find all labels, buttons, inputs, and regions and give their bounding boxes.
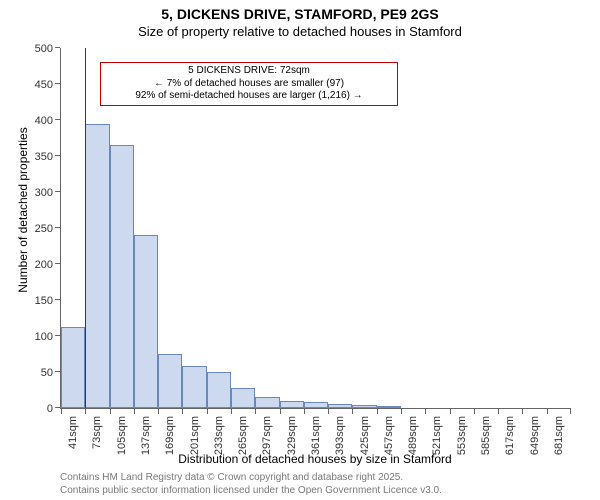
x-tick-label: 457sqm bbox=[383, 416, 395, 456]
x-tick-mark bbox=[255, 409, 256, 414]
x-tick-label: 73sqm bbox=[91, 416, 103, 456]
footer-copyright-1: Contains HM Land Registry data © Crown c… bbox=[60, 472, 403, 483]
x-tick-mark bbox=[304, 409, 305, 414]
x-tick-label: 489sqm bbox=[407, 416, 419, 456]
x-tick-mark bbox=[110, 409, 111, 414]
callout-line2: ← 7% of detached houses are smaller (97) bbox=[105, 78, 393, 91]
y-tick-mark bbox=[55, 119, 60, 120]
histogram-bar bbox=[255, 397, 279, 408]
footer-copyright-2: Contains public sector information licen… bbox=[60, 485, 442, 496]
x-tick-label: 265sqm bbox=[237, 416, 249, 456]
x-tick-mark bbox=[498, 409, 499, 414]
x-tick-label: 201sqm bbox=[189, 416, 201, 456]
x-tick-mark bbox=[85, 409, 86, 414]
x-tick-label: 649sqm bbox=[529, 416, 541, 456]
histogram-bar bbox=[61, 327, 85, 408]
x-tick-mark bbox=[231, 409, 232, 414]
y-tick-mark bbox=[55, 227, 60, 228]
x-tick-mark bbox=[474, 409, 475, 414]
histogram-bar bbox=[377, 406, 401, 408]
x-tick-mark bbox=[352, 409, 353, 414]
histogram-bar bbox=[352, 405, 376, 408]
y-tick-label: 500 bbox=[35, 43, 53, 55]
x-tick-label: 393sqm bbox=[334, 416, 346, 456]
x-tick-mark bbox=[207, 409, 208, 414]
y-tick-label: 50 bbox=[41, 367, 53, 379]
callout-line1: 5 DICKENS DRIVE: 72sqm bbox=[105, 65, 393, 78]
y-tick-mark bbox=[55, 299, 60, 300]
x-tick-label: 105sqm bbox=[116, 416, 128, 456]
x-tick-mark bbox=[158, 409, 159, 414]
y-tick-label: 350 bbox=[35, 151, 53, 163]
x-tick-mark bbox=[182, 409, 183, 414]
y-tick-label: 300 bbox=[35, 187, 53, 199]
y-tick-mark bbox=[55, 83, 60, 84]
x-tick-label: 361sqm bbox=[310, 416, 322, 456]
x-tick-label: 329sqm bbox=[286, 416, 298, 456]
x-tick-mark bbox=[61, 409, 62, 414]
x-tick-label: 681sqm bbox=[553, 416, 565, 456]
x-tick-mark bbox=[401, 409, 402, 414]
y-axis-label: Number of detached properties bbox=[16, 102, 30, 318]
y-tick-label: 250 bbox=[35, 223, 53, 235]
x-tick-label: 585sqm bbox=[480, 416, 492, 456]
y-tick-label: 400 bbox=[35, 115, 53, 127]
x-tick-label: 297sqm bbox=[261, 416, 273, 456]
y-tick-mark bbox=[55, 371, 60, 372]
histogram-bar bbox=[207, 372, 231, 408]
y-tick-label: 450 bbox=[35, 79, 53, 91]
x-tick-label: 169sqm bbox=[164, 416, 176, 456]
histogram-bar bbox=[182, 366, 206, 408]
x-tick-label: 137sqm bbox=[140, 416, 152, 456]
histogram-bar bbox=[328, 404, 352, 408]
y-tick-label: 0 bbox=[47, 403, 53, 415]
histogram-bar bbox=[158, 354, 182, 408]
x-tick-mark bbox=[522, 409, 523, 414]
x-tick-label: 41sqm bbox=[67, 416, 79, 456]
y-tick-mark bbox=[55, 335, 60, 336]
y-tick-label: 100 bbox=[35, 331, 53, 343]
x-tick-label: 553sqm bbox=[456, 416, 468, 456]
x-tick-label: 521sqm bbox=[431, 416, 443, 456]
y-tick-mark bbox=[55, 191, 60, 192]
x-tick-mark bbox=[425, 409, 426, 414]
x-tick-mark bbox=[547, 409, 548, 414]
callout-line3: 92% of semi-detached houses are larger (… bbox=[105, 90, 393, 103]
callout-box: 5 DICKENS DRIVE: 72sqm← 7% of detached h… bbox=[100, 62, 398, 106]
x-tick-mark bbox=[377, 409, 378, 414]
histogram-bar bbox=[134, 235, 158, 408]
histogram-bar bbox=[231, 388, 255, 408]
chart-title-subtitle: Size of property relative to detached ho… bbox=[0, 24, 600, 39]
histogram-bar bbox=[280, 401, 304, 408]
histogram-bar bbox=[110, 145, 134, 408]
y-tick-mark bbox=[55, 407, 60, 408]
x-tick-label: 617sqm bbox=[504, 416, 516, 456]
y-tick-mark bbox=[55, 263, 60, 264]
x-tick-mark bbox=[328, 409, 329, 414]
y-tick-label: 150 bbox=[35, 295, 53, 307]
y-tick-mark bbox=[55, 47, 60, 48]
chart-title-address: 5, DICKENS DRIVE, STAMFORD, PE9 2GS bbox=[0, 6, 600, 22]
x-tick-label: 233sqm bbox=[213, 416, 225, 456]
y-tick-label: 200 bbox=[35, 259, 53, 271]
x-tick-mark bbox=[570, 409, 571, 414]
x-tick-mark bbox=[280, 409, 281, 414]
subject-marker-line bbox=[85, 48, 86, 408]
histogram-bar bbox=[304, 402, 328, 408]
histogram-bar bbox=[85, 124, 109, 408]
x-tick-mark bbox=[450, 409, 451, 414]
y-tick-mark bbox=[55, 155, 60, 156]
x-tick-label: 425sqm bbox=[359, 416, 371, 456]
x-axis-label: Distribution of detached houses by size … bbox=[60, 452, 570, 466]
x-tick-mark bbox=[134, 409, 135, 414]
